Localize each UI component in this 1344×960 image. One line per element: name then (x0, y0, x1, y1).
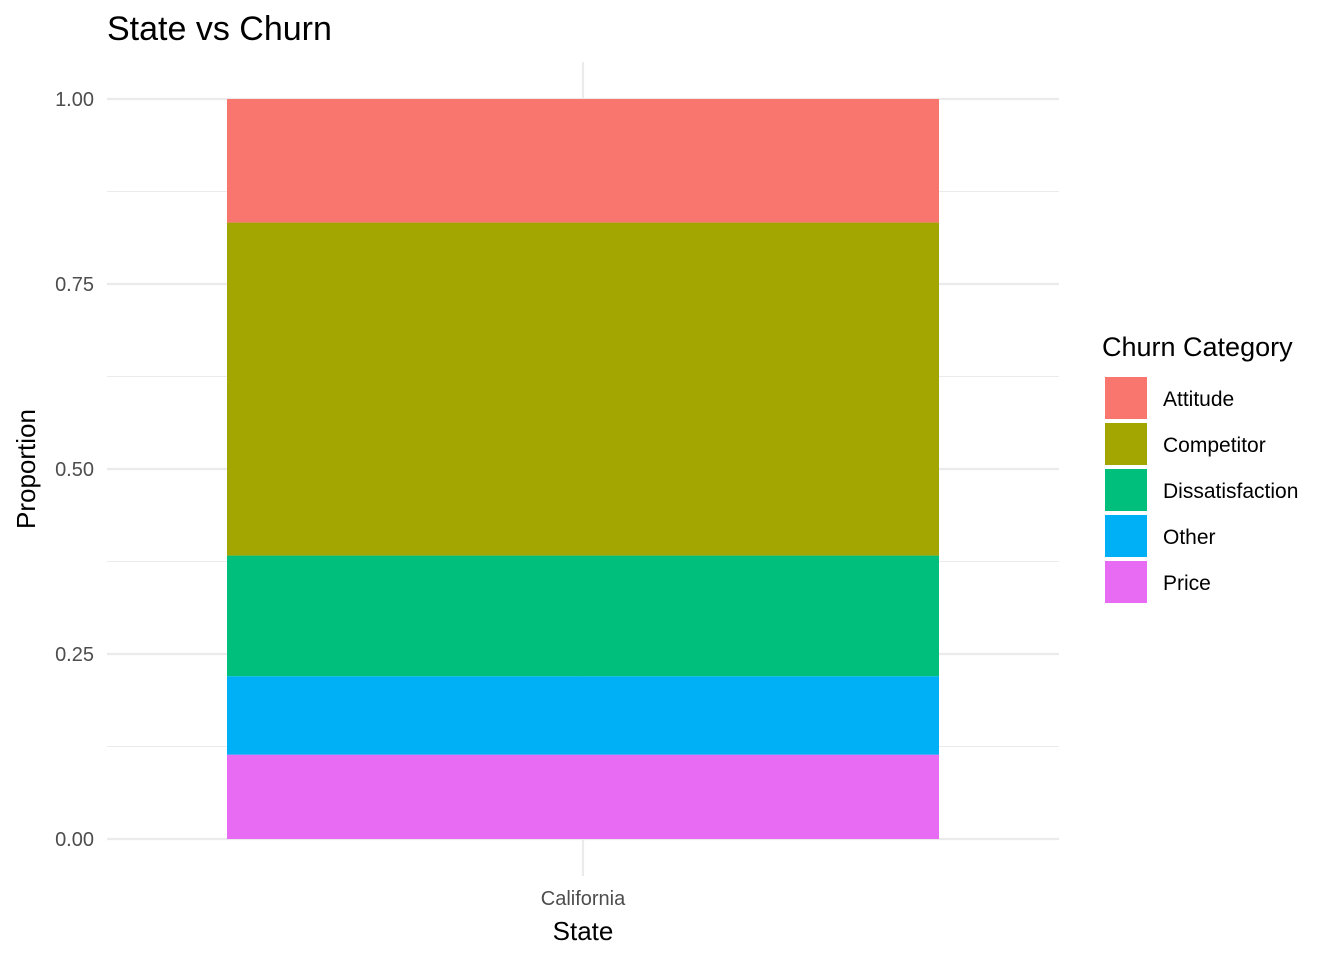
bars (227, 99, 939, 839)
legend-label: Price (1163, 572, 1211, 595)
y-tick-label: 0.00 (55, 829, 94, 851)
axes: 0.00 0.25 0.50 0.75 1.00 California (55, 89, 626, 910)
legend-key-competitor (1105, 423, 1147, 465)
legend-label: Dissatisfaction (1163, 480, 1298, 503)
legend-key-attitude (1105, 377, 1147, 419)
x-axis-title: State (553, 916, 614, 946)
legend-label: Other (1163, 526, 1216, 549)
legend-label: Competitor (1163, 434, 1266, 457)
bar-segment-other (227, 676, 939, 755)
bar-segment-competitor (227, 222, 939, 556)
bar-segment-dissatisfaction (227, 555, 939, 677)
bar-segment-price (227, 754, 939, 839)
legend-key-other (1105, 515, 1147, 557)
chart-title: State vs Churn (107, 10, 332, 48)
x-tick-label: California (541, 888, 626, 910)
legend-title: Churn Category (1102, 332, 1293, 362)
bar-segment-attitude (227, 99, 939, 223)
legend-key-dissatisfaction (1105, 469, 1147, 511)
y-tick-label: 0.50 (55, 459, 94, 481)
legend-label: Attitude (1163, 388, 1234, 411)
legend: Churn Category Attitude Competitor Dissati… (1102, 332, 1298, 603)
y-tick-label: 1.00 (55, 89, 94, 111)
y-axis-title: Proportion (11, 409, 41, 529)
y-tick-label: 0.25 (55, 644, 94, 666)
legend-key-price (1105, 561, 1147, 603)
y-tick-label: 0.75 (55, 274, 94, 296)
